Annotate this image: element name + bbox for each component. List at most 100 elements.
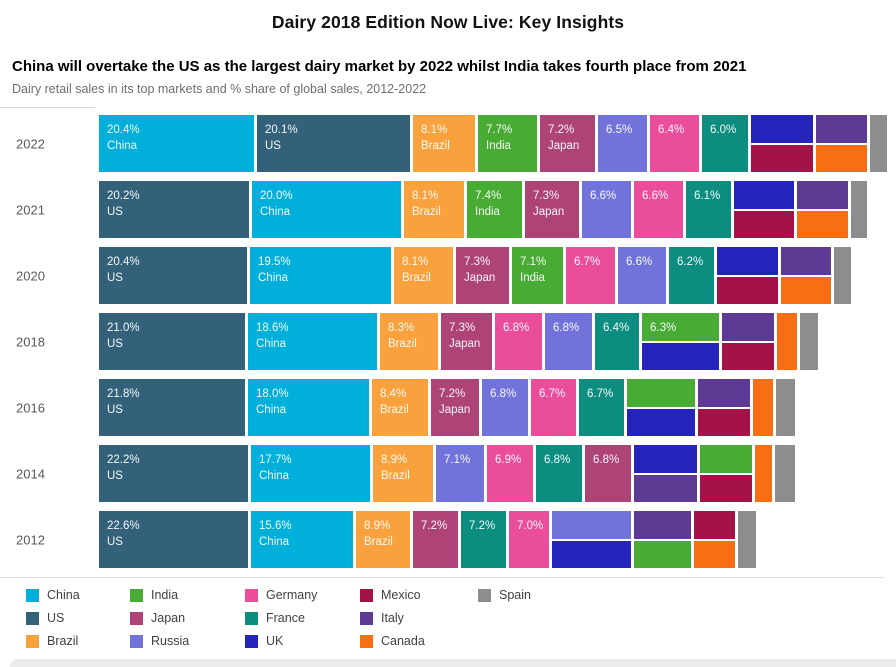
- bar-2022: 20.4% China 20.1% US 8.1% Brazil 7.7% India 7.2%…: [99, 115, 887, 172]
- segment-japan-2012: 7.2%: [413, 511, 458, 568]
- year-label-2014: 2014: [16, 466, 45, 481]
- segment-country-label: India: [520, 272, 545, 285]
- bar-column: 20.4% China: [99, 115, 254, 172]
- segment-share-label: 7.0%: [517, 520, 544, 532]
- segment-country-label: Japan: [533, 206, 565, 219]
- segment-japan-2021: 7.3% Japan: [525, 181, 579, 238]
- segment-us-2020: 20.4% US: [99, 247, 247, 304]
- segment-japan-2020: 7.3% Japan: [456, 247, 509, 304]
- segment-russia-2014: 7.1%: [436, 445, 484, 502]
- bar-column: 8.1% Brazil: [394, 247, 453, 304]
- segment-share-label: 7.4%: [475, 190, 502, 202]
- segment-germany-2020: 6.7%: [566, 247, 615, 304]
- legend-label-germany: Germany: [266, 588, 318, 602]
- bar-column: 6.9%: [487, 445, 533, 502]
- bar-column: 6.8%: [536, 445, 582, 502]
- segment-canada-2016: [753, 379, 773, 436]
- legend-item-us: US: [26, 611, 64, 625]
- bar-column: [753, 379, 773, 436]
- segment-india-2012: [634, 540, 691, 568]
- segment-share-label: 6.7%: [539, 388, 566, 400]
- bar-column: 6.7%: [579, 379, 624, 436]
- bar-column: 7.2% Japan: [540, 115, 595, 172]
- segment-us-2012: 22.6% US: [99, 511, 248, 568]
- segment-canada-2021: [797, 210, 848, 238]
- bar-column: 6.6%: [618, 247, 666, 304]
- legend-item-japan: Japan: [130, 611, 185, 625]
- bar-column: 8.1% Brazil: [413, 115, 475, 172]
- segment-country-label: China: [256, 404, 287, 417]
- legend-label-russia: Russia: [151, 634, 190, 648]
- segment-share-label: 17.7%: [259, 454, 292, 466]
- bar-column: 8.9% Brazil: [373, 445, 433, 502]
- year-row-2014: 2014 22.2% US 17.7% China 8.9% Brazil 7.1% 6.9% 6…: [0, 445, 896, 502]
- legend-item-uk: UK: [245, 634, 283, 648]
- segment-spain-2021: [851, 181, 867, 238]
- segment-share-label: 7.2%: [439, 388, 466, 400]
- segment-country-label: China: [259, 536, 290, 549]
- segment-share-label: 6.6%: [642, 190, 669, 202]
- segment-share-label: 7.3%: [464, 256, 491, 268]
- bar-column: 7.0%: [509, 511, 549, 568]
- segment-share-label: 20.4%: [107, 256, 140, 268]
- segment-country-label: US: [107, 338, 123, 351]
- segment-germany-2022: 6.4%: [650, 115, 699, 172]
- bar-column: [738, 511, 756, 568]
- segment-share-label: 6.1%: [694, 190, 721, 202]
- segment-mexico-2021: [734, 210, 794, 238]
- legend-label-brazil: Brazil: [47, 634, 79, 648]
- bar-column: [700, 445, 752, 502]
- year-row-2020: 2020 20.4% US 19.5% China 8.1% Brazil 7.3% Japan…: [0, 247, 896, 304]
- segment-germany-2014: 6.9%: [487, 445, 533, 502]
- bar-column: 19.5% China: [250, 247, 391, 304]
- legend-item-spain: Spain: [478, 588, 531, 602]
- segment-share-label: 20.2%: [107, 190, 140, 202]
- segment-italy-2021: [797, 181, 848, 209]
- segment-country-label: Japan: [548, 140, 580, 153]
- segment-france-2021: 6.1%: [686, 181, 731, 238]
- legend-label-mexico: Mexico: [381, 588, 421, 602]
- segment-brazil-2016: 8.4% Brazil: [372, 379, 428, 436]
- legend-divider: [0, 577, 884, 578]
- segment-russia-2021: 6.6%: [582, 181, 631, 238]
- legend-swatch-mexico: [360, 588, 373, 602]
- legend-label-us: US: [47, 611, 65, 625]
- bar-column: 7.2%: [413, 511, 458, 568]
- segment-share-label: 21.8%: [107, 388, 140, 400]
- legend-label-japan: Japan: [151, 611, 186, 625]
- legend-swatch-italy: [360, 611, 373, 625]
- segment-spain-2020: [834, 247, 851, 304]
- bar-column: 20.2% US: [99, 181, 249, 238]
- segment-country-label: Japan: [439, 404, 471, 417]
- segment-country-label: China: [258, 272, 289, 285]
- year-label-2016: 2016: [16, 400, 45, 415]
- segment-country-label: China: [107, 140, 138, 153]
- segment-germany-2021: 6.6%: [634, 181, 683, 238]
- segment-france-2014: 6.8%: [536, 445, 582, 502]
- bar-column: 6.6%: [634, 181, 683, 238]
- segment-india-2022: 7.7% India: [478, 115, 537, 172]
- segment-share-label: 21.0%: [107, 322, 140, 334]
- legend-swatch-china: [26, 588, 39, 602]
- segment-share-label: 6.9%: [495, 454, 522, 466]
- segment-country-label: China: [260, 206, 291, 219]
- bar-column: 7.4% India: [467, 181, 522, 238]
- segment-canada-2014: [755, 445, 772, 502]
- segment-uk-2014: [634, 445, 697, 473]
- bar-column: 6.7%: [531, 379, 576, 436]
- segment-china-2016: 18.0% China: [248, 379, 369, 436]
- legend-item-italy: Italy: [360, 611, 404, 625]
- segment-japan-2016: 7.2% Japan: [431, 379, 479, 436]
- segment-mexico-2012: [694, 511, 735, 539]
- year-row-2021: 2021 20.2% US 20.0% China 8.1% Brazil 7.4% India…: [0, 181, 896, 238]
- segment-canada-2012: [694, 540, 735, 568]
- segment-us-2018: 21.0% US: [99, 313, 245, 370]
- bar-2020: 20.4% US 19.5% China 8.1% Brazil 7.3% Japan 7.1%…: [99, 247, 851, 304]
- year-label-2018: 2018: [16, 334, 45, 349]
- segment-uk-2021: [734, 181, 794, 209]
- segment-share-label: 20.4%: [107, 124, 140, 136]
- segment-share-label: 6.7%: [587, 388, 614, 400]
- segment-share-label: 6.2%: [677, 256, 704, 268]
